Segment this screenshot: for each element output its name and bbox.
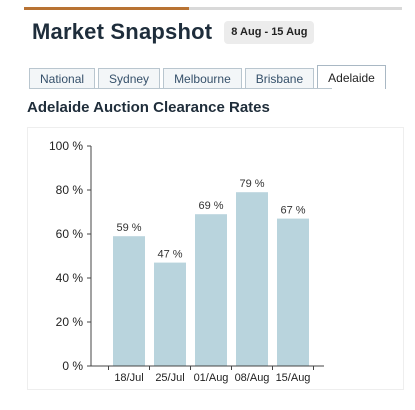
bar-18-jul [113,236,145,366]
header-rule-accent [24,7,189,10]
tab-melbourne[interactable]: Melbourne [163,68,242,89]
date-range-badge: 8 Aug - 15 Aug [224,20,315,44]
tab-sydney[interactable]: Sydney [98,68,161,89]
x-tick-label: 18/Jul [114,372,143,384]
chart-panel [27,127,404,390]
page-header: Market Snapshot 8 Aug - 15 Aug [32,19,315,45]
header-rule [24,7,402,10]
y-tick-label: 80 % [56,183,84,197]
bar-15-aug [277,218,309,366]
y-tick-label: 0 % [62,359,83,373]
bar-25-jul [154,262,186,366]
bar-value-label: 79 % [239,178,264,190]
bars: 59 % 47 % 69 % 79 % 67 % [113,178,309,366]
city-tabs: National Sydney Melbourne Brisbane Adela… [29,65,403,89]
tab-brisbane[interactable]: Brisbane [244,68,315,89]
y-tick-label: 60 % [56,227,84,241]
y-axis: 0 % 20 % 40 % 60 % 80 % 100 % [49,139,92,373]
x-tick-label: 25/Jul [155,372,184,384]
y-tick-label: 20 % [56,315,84,329]
tab-adelaide[interactable]: Adelaide [317,65,386,89]
bar-value-label: 69 % [198,200,223,212]
x-tick-label: 01/Aug [194,372,229,384]
bar-value-label: 67 % [280,205,305,217]
tabs-baseline [29,88,332,89]
y-tick-label: 100 % [49,139,83,153]
x-tick-label: 15/Aug [276,372,311,384]
x-tick-label: 08/Aug [235,372,270,384]
y-tick-label: 40 % [56,271,84,285]
bar-value-label: 47 % [157,249,182,261]
x-axis: 18/Jul 25/Jul 01/Aug 08/Aug 15/Aug [91,365,324,384]
chart-title: Adelaide Auction Clearance Rates [27,99,270,116]
bar-08-aug [236,192,268,366]
tab-national[interactable]: National [29,68,96,89]
page-title: Market Snapshot [32,19,213,44]
bar-value-label: 59 % [116,222,141,234]
bar-01-aug [195,214,227,366]
